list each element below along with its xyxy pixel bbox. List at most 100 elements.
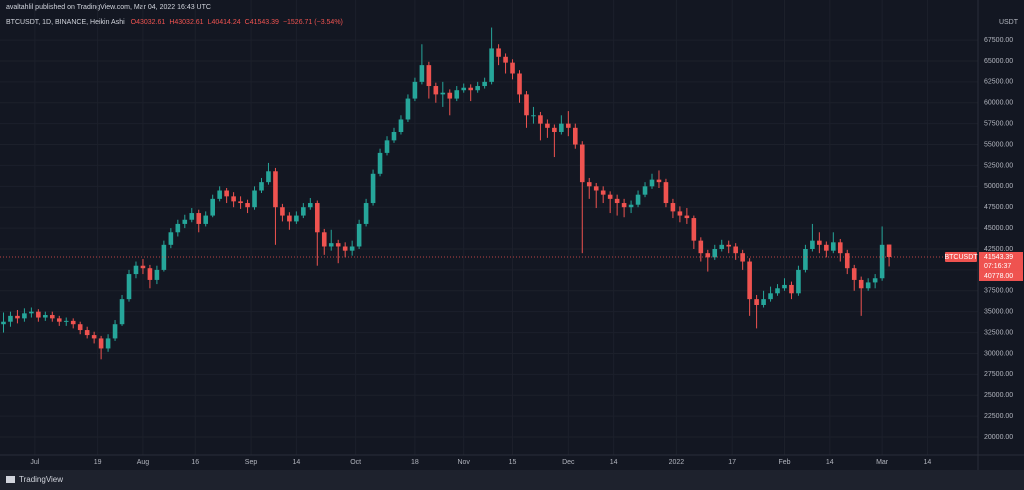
candle-body (287, 215, 292, 222)
candle-body (335, 243, 341, 247)
candle-body (49, 315, 55, 319)
candle-body (105, 338, 111, 349)
candle-body (29, 311, 34, 314)
header: avaltahlil published on TradingView.com,… (6, 4, 211, 11)
candle-body (238, 201, 243, 204)
x-tick-label: 14 (924, 459, 932, 466)
candle-body (586, 182, 592, 187)
candle-body (796, 269, 801, 294)
candle-body (363, 203, 369, 224)
x-tick-label: Sep (245, 459, 258, 466)
candle-body (391, 131, 397, 141)
candle-body (328, 243, 334, 247)
candle-body (600, 190, 606, 195)
candle-body (266, 171, 271, 183)
candle-body (670, 203, 676, 212)
candle-body (642, 186, 648, 195)
price-label: 41543.39 (984, 254, 1013, 261)
candle-body (433, 86, 439, 95)
candle-body (524, 94, 529, 116)
legend-value: −1526.71 (−3.54%) (283, 19, 343, 26)
y-tick-label: 27500.00 (984, 371, 1013, 378)
candle-body (824, 244, 829, 251)
candle-body (196, 213, 202, 224)
price-box (979, 251, 1023, 271)
candle-body (252, 190, 257, 208)
candle-body (545, 123, 550, 128)
candle-body (217, 190, 222, 199)
candle-body (552, 127, 557, 132)
candle-body (349, 246, 355, 251)
candle-body (572, 127, 578, 145)
candle-body (879, 244, 885, 279)
x-tick-label: 14 (826, 459, 834, 466)
candle-body (377, 152, 383, 174)
candle-body (440, 92, 446, 95)
candle-body (531, 115, 536, 117)
candle-body (886, 244, 892, 257)
candle-body (1, 321, 6, 325)
y-tick-label: 32500.00 (984, 329, 1013, 336)
x-tick-label: 14 (292, 459, 300, 466)
candle-body (468, 87, 473, 91)
candle-body (768, 293, 773, 300)
currency: USDT (999, 19, 1019, 26)
candle-body (593, 186, 599, 191)
candle-body (231, 196, 236, 202)
candle-body (168, 232, 174, 245)
candle-body (412, 81, 418, 99)
x-tick-label: Mar (876, 459, 889, 466)
x-tick-label: 19 (94, 459, 102, 466)
x-tick-label: 16 (191, 459, 199, 466)
countdown: 07:16:37 (984, 263, 1011, 270)
y-tick-label: 65000.00 (984, 58, 1013, 65)
candle-body (740, 253, 745, 262)
footer-bar (0, 470, 1024, 490)
candle-body (119, 299, 125, 325)
low-box (979, 270, 1023, 281)
x-tick-label: 2022 (669, 459, 685, 466)
candle-body (203, 215, 209, 224)
x-tick-label: 15 (509, 459, 517, 466)
candle-body (356, 223, 362, 247)
candle-body (726, 244, 732, 247)
candle-body (705, 253, 711, 258)
candle-body (147, 268, 153, 280)
y-tick-label: 30000.00 (984, 350, 1013, 357)
y-tick-label: 20000.00 (984, 434, 1013, 441)
candle-body (384, 140, 390, 153)
candle-body (844, 253, 850, 269)
candle-body (280, 207, 285, 216)
candle-body (182, 219, 188, 224)
candle-body (607, 194, 613, 199)
candle-body (154, 269, 160, 280)
candle-body (712, 248, 718, 258)
candle-body (224, 190, 229, 197)
logo (6, 476, 15, 483)
candle-body (273, 171, 278, 208)
candle-body (189, 213, 195, 220)
candle-body (56, 318, 62, 322)
candle-body (621, 203, 627, 208)
candle-body (370, 173, 376, 204)
candle-body (733, 246, 738, 254)
candle-body (691, 218, 697, 241)
x-tick-label: Nov (457, 459, 470, 466)
footer-brand: TradingView (19, 475, 63, 484)
candle-body (447, 92, 453, 99)
candle-body (566, 123, 571, 128)
candle-body (405, 98, 411, 120)
y-tick-label: 57500.00 (984, 120, 1013, 127)
candle-body (482, 81, 487, 87)
y-tick-label: 42500.00 (984, 246, 1013, 253)
legend-value: O43032.61 (131, 19, 166, 26)
candle-body (140, 265, 146, 269)
candle-body (22, 313, 27, 319)
x-tick-label: Dec (562, 459, 575, 466)
legend-value: H43032.61 (169, 19, 203, 26)
candle-body (43, 315, 48, 318)
y-tick-label: 35000.00 (984, 309, 1013, 316)
candle-body (63, 320, 69, 322)
y-tick-label: 37500.00 (984, 288, 1013, 295)
candle-body (398, 119, 404, 132)
